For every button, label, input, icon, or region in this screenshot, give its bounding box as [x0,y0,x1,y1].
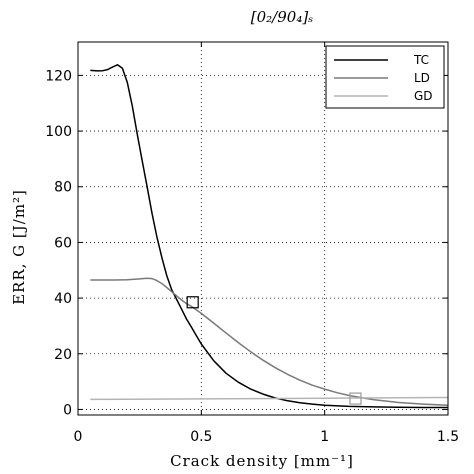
y-tick-label: 0 [63,402,72,418]
x-tick-label: 1.5 [437,429,459,445]
square-marker [349,392,362,405]
y-tick-label: 80 [54,180,72,196]
y-tick-label: 100 [45,124,72,140]
chart-title: [0₂/90₄]ₛ [251,8,313,26]
tick-layer: 0 0.5 1 1.5 0 20 40 60 80 100 120 [45,42,459,445]
legend-label: TC [413,53,429,67]
y-tick-label: 60 [54,235,72,251]
series-line-gd [90,396,449,401]
x-tick-label: 0.5 [190,429,212,445]
grid-layer [78,42,448,415]
x-axis-title: Crack density [mm⁻¹] [170,452,354,470]
square-marker [186,296,199,309]
series-line-ld [90,277,449,407]
legend-label: GD [414,89,433,103]
x-tick-label: 0 [74,429,83,445]
series-layer [90,64,449,409]
marker-layer [186,296,362,405]
y-tick-label: 20 [54,347,72,363]
y-tick-label: 40 [54,291,72,307]
legend-label: LD [414,71,430,85]
series-line-tc [90,64,448,409]
plot-frame [77,41,449,416]
y-axis-title: ERR, G [J/m²] [10,189,28,305]
legend: TC LD GD [325,45,445,109]
y-tick-label: 120 [45,68,72,84]
legend-box [325,45,445,109]
x-tick-label: 1 [320,429,329,445]
